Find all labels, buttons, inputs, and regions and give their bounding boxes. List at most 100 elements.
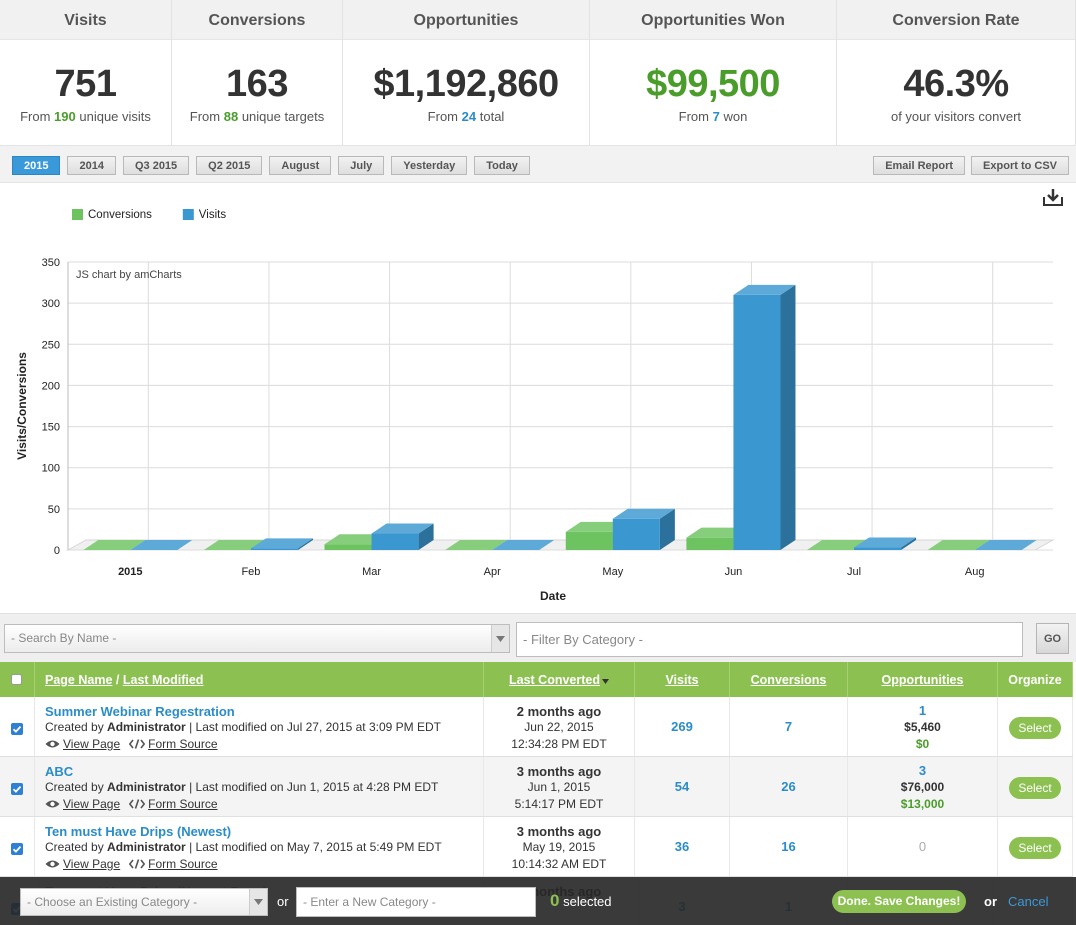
x-tick-label: Feb <box>241 566 260 578</box>
cancel-link[interactable]: Cancel <box>1008 894 1049 909</box>
bar <box>371 533 419 550</box>
bar <box>686 537 734 550</box>
bar-top <box>854 537 917 548</box>
bar-top <box>686 527 749 538</box>
bar-top <box>130 540 193 550</box>
stat-note-text: From <box>678 109 709 124</box>
y-tick-label: 300 <box>42 298 60 310</box>
modified-text: | Last modified on May 7, 2015 at 5:49 P… <box>189 840 442 854</box>
x-tick-label: May <box>602 566 623 578</box>
download-icon[interactable] <box>1043 189 1063 206</box>
count: 0 <box>550 891 560 910</box>
new-category-input[interactable]: - Enter a New Category - <box>296 887 536 917</box>
view-page-link[interactable]: View Page <box>63 737 121 751</box>
period-button[interactable]: 2014 <box>67 156 116 175</box>
bar-top <box>83 540 146 550</box>
stat-value: $1,192,860 <box>373 63 559 105</box>
period-button[interactable]: 2015 <box>12 156 61 175</box>
stat-note: From 88 unique targets <box>172 110 342 124</box>
header-cell: Organize <box>998 662 1073 697</box>
name-search-select[interactable]: - Search By Name - <box>4 624 510 653</box>
header-cell: Visits <box>635 662 730 697</box>
stat-note-text: of your visitors convert <box>890 109 1022 124</box>
table-cell: 3 months ago Jun 1, 2015 5:14:17 PM EDT <box>484 757 635 816</box>
table-row: Ten must Have Drips (Newest) Created by A… <box>0 817 1073 877</box>
table-cell: Select <box>998 817 1073 876</box>
select-placeholder: - Choose an Existing Category - <box>27 895 198 909</box>
period-bar: 2015 2014 Q3 2015 Q2 2015 August July Yesterda… <box>0 145 1076 183</box>
header-cell: Conversions <box>730 662 848 697</box>
category-filter-input[interactable]: - Filter By Category - <box>516 622 1023 657</box>
select-button[interactable]: Select <box>1009 717 1061 739</box>
table-cell: 7 <box>730 697 848 756</box>
y-tick-label: 150 <box>42 422 60 434</box>
period-button[interactable]: Today <box>474 156 530 175</box>
chart-credit: JS chart by amCharts <box>76 269 182 281</box>
select-button[interactable]: Select <box>1009 777 1061 799</box>
period-button[interactable]: Yesterday <box>391 156 468 175</box>
form-source-link[interactable]: Form Source <box>148 737 218 751</box>
bar-top <box>612 508 675 519</box>
header-label: Organize <box>1008 673 1062 687</box>
table-cell: 26 <box>730 757 848 816</box>
x-tick-label: Aug <box>965 566 985 578</box>
sort-link[interactable]: Last Modified <box>122 673 204 687</box>
row-checkbox <box>11 783 23 795</box>
select-button[interactable]: Select <box>1009 837 1061 859</box>
bar-top <box>492 540 555 550</box>
existing-category-select[interactable]: - Choose an Existing Category - <box>20 888 268 916</box>
or-label: or <box>984 894 997 909</box>
action-button[interactable]: Export to CSV <box>971 156 1069 175</box>
conversions-count: 7 <box>784 719 793 734</box>
stat-value: $99,500 <box>646 63 780 105</box>
x-tick-label: 2015 <box>118 566 142 578</box>
legend-swatch <box>72 209 83 220</box>
save-button[interactable]: Done. Save Changes! <box>832 890 966 913</box>
or-label: or <box>277 894 289 909</box>
sort-link[interactable]: Page Name <box>45 673 113 687</box>
created-line: Created by Administrator | Last modified… <box>45 840 442 855</box>
sort-link[interactable]: Conversions <box>750 673 827 687</box>
header-separator: / <box>115 673 120 687</box>
bulk-action-bar: - Choose an Existing Category - or - Enter… <box>0 877 1076 925</box>
sort-link[interactable]: Last Converted <box>509 673 600 687</box>
stat-value: 751 <box>54 63 117 105</box>
bar <box>250 548 298 550</box>
select-all-checkbox-part <box>11 674 22 685</box>
view-page-link[interactable]: View Page <box>63 797 121 811</box>
select-arrow <box>491 625 509 652</box>
page-name-link[interactable]: Summer Webinar Regestration <box>45 704 235 719</box>
period-button[interactable]: Q2 2015 <box>196 156 263 175</box>
bar-top <box>927 540 990 550</box>
period-button[interactable]: August <box>269 156 332 175</box>
period-button[interactable]: July <box>338 156 385 175</box>
sort-link[interactable]: Visits <box>665 673 699 687</box>
converted-date: May 19, 2015 <box>522 840 596 854</box>
opportunities-count: 1 <box>918 703 927 718</box>
row-checkbox-part <box>12 785 22 793</box>
period-button[interactable]: Q3 2015 <box>122 156 190 175</box>
table-cell: Summer Webinar Regestration Created by Ad… <box>35 697 484 756</box>
action-button[interactable]: Email Report <box>873 156 966 175</box>
row-checkbox-part <box>11 723 23 735</box>
bar-top <box>974 540 1037 550</box>
go-button[interactable]: GO <box>1036 623 1069 654</box>
opportunities-count: 3 <box>918 763 927 778</box>
view-page-link[interactable]: View Page <box>63 857 121 871</box>
legend-swatch <box>182 209 194 220</box>
table-row: ABC Created by Administrator | Last modif… <box>0 757 1073 817</box>
chart: 0 50 100 150 200 250 300 350 2015 Feb Mar Apr May Jun… <box>15 189 1063 603</box>
eye-icon <box>45 800 60 808</box>
table-cell: 0 <box>848 817 998 876</box>
eye-icon <box>45 740 60 748</box>
opportunities-won: $0 <box>915 737 930 751</box>
page-name-link[interactable]: Ten must Have Drips (Newest) <box>45 824 232 839</box>
page-name-link[interactable]: ABC <box>45 764 74 779</box>
form-source-link[interactable]: Form Source <box>148 797 218 811</box>
sort-link[interactable]: Opportunities <box>881 673 964 687</box>
bar-top <box>250 538 313 549</box>
table-cell: Ten must Have Drips (Newest) Created by A… <box>35 817 484 876</box>
author: Administrator <box>107 840 186 854</box>
arrow-icon <box>254 899 263 905</box>
form-source-link[interactable]: Form Source <box>148 857 218 871</box>
